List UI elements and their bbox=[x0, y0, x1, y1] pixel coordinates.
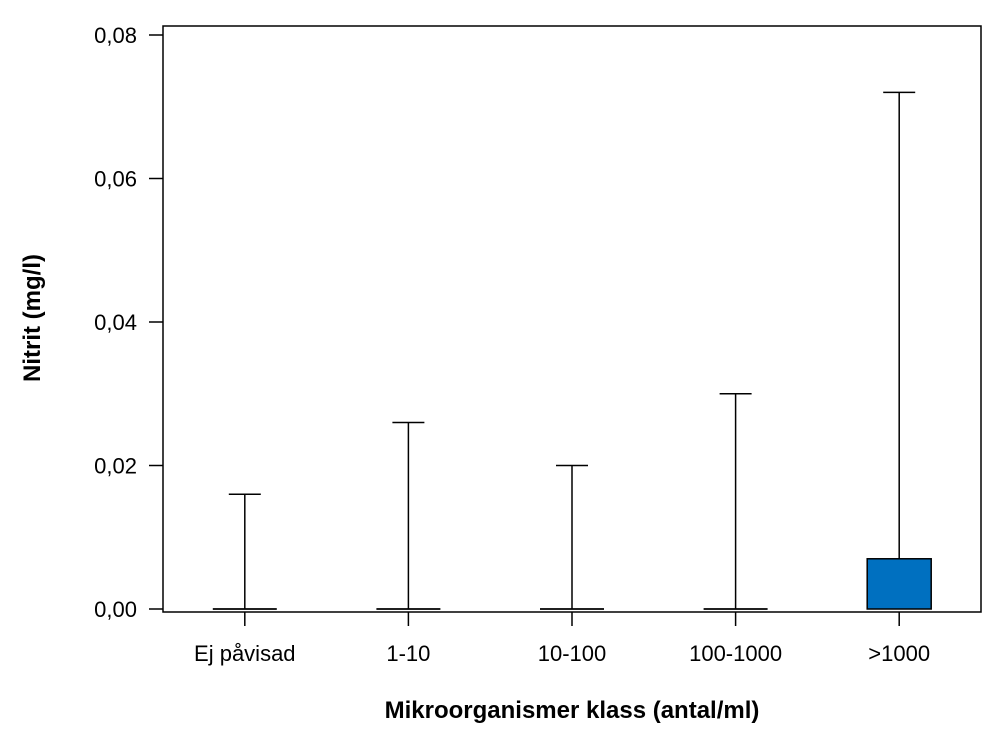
y-tick-label: 0,04 bbox=[94, 310, 137, 335]
box-rect bbox=[866, 558, 932, 610]
y-axis: 0,00 0,02 0,04 0,06 0,08 bbox=[94, 23, 163, 622]
box-group bbox=[376, 421, 441, 610]
box-series bbox=[212, 91, 932, 610]
y-tick-label: 0,06 bbox=[94, 167, 137, 192]
box-group bbox=[212, 493, 277, 610]
x-tick-label: Ej påvisad bbox=[194, 641, 296, 666]
x-tick-label: 1-10 bbox=[386, 641, 430, 666]
y-tick-label: 0,08 bbox=[94, 23, 137, 48]
x-tick-label: 10-100 bbox=[538, 641, 607, 666]
box-group bbox=[866, 91, 932, 610]
y-axis-title: Nitrit (mg/l) bbox=[19, 254, 46, 382]
box-group bbox=[540, 464, 604, 610]
y-tick-label: 0,00 bbox=[94, 597, 137, 622]
x-tick-label: 100-1000 bbox=[689, 641, 782, 666]
x-axis: Ej påvisad 1-10 10-100 100-1000 >1000 bbox=[194, 612, 930, 666]
x-tick-label: >1000 bbox=[868, 641, 930, 666]
box-group bbox=[703, 393, 768, 610]
x-axis-title: Mikroorganismer klass (antal/ml) bbox=[385, 697, 760, 724]
y-tick-label: 0,02 bbox=[94, 454, 137, 479]
